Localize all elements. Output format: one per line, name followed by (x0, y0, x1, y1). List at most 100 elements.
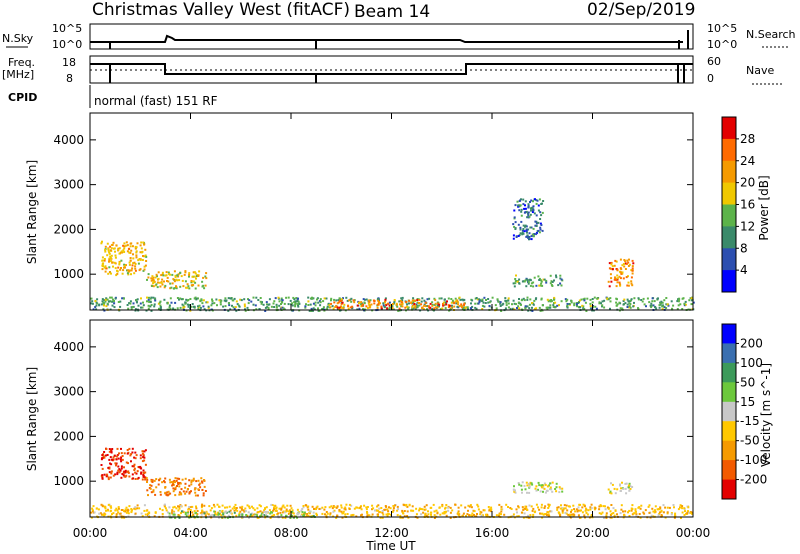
range-cell (523, 299, 526, 302)
range-cell (268, 298, 271, 301)
range-cell (161, 283, 164, 286)
range-cell (658, 304, 661, 307)
range-cell (228, 304, 231, 307)
range-cell (611, 265, 614, 268)
range-cell (119, 458, 122, 461)
range-cell (90, 516, 93, 519)
range-cell (371, 504, 374, 507)
range-cell (103, 259, 106, 262)
range-cell (641, 300, 644, 303)
range-cell (188, 287, 191, 290)
range-cell (622, 487, 625, 490)
range-cell (109, 296, 112, 299)
range-cell (416, 301, 419, 304)
range-cell (184, 486, 187, 489)
range-cell (630, 509, 633, 512)
range-cell (559, 277, 562, 280)
range-cell (378, 301, 380, 303)
range-cell (106, 454, 109, 456)
range-cell (325, 297, 328, 300)
range-cell (159, 300, 162, 303)
range-cell (128, 261, 131, 264)
range-cell (386, 514, 389, 517)
range-cell (684, 300, 687, 303)
range-cell (329, 513, 332, 516)
range-cell (400, 301, 403, 303)
range-cell (535, 233, 538, 236)
range-cell (660, 300, 663, 303)
range-cell (235, 508, 237, 511)
range-cell (523, 211, 526, 214)
range-cell (561, 490, 564, 493)
range-cell (412, 301, 415, 304)
range-cell (527, 214, 530, 217)
range-cell (203, 308, 206, 311)
range-cell (257, 516, 260, 519)
range-cell (481, 298, 484, 301)
range-cell (222, 305, 225, 308)
range-cell (146, 278, 148, 281)
range-cell (239, 506, 242, 509)
range-cell (511, 307, 514, 310)
range-cell (652, 304, 655, 307)
range-cell (463, 302, 466, 305)
range-cell (356, 308, 359, 311)
range-cell (516, 200, 519, 203)
range-cell (184, 301, 187, 304)
range-cell (549, 482, 552, 485)
range-cell (376, 513, 379, 516)
range-cell (425, 514, 428, 517)
colorbar-tick-label: 12 (740, 219, 755, 233)
range-cell (113, 300, 115, 302)
range-cell (504, 299, 507, 302)
range-cell (144, 463, 147, 466)
range-cell (193, 305, 196, 308)
range-cell (497, 300, 500, 303)
range-cell (589, 307, 592, 310)
range-cell (118, 471, 121, 474)
range-cell (520, 208, 523, 211)
range-cell (234, 503, 237, 506)
velocity-scatter (90, 447, 694, 519)
range-cell (530, 199, 533, 202)
range-cell (307, 505, 310, 508)
range-cell (340, 504, 343, 507)
x-tick-label: 16:00 (475, 526, 510, 540)
range-cell (523, 280, 526, 283)
cpid-label: CPID (8, 91, 37, 104)
range-cell (450, 301, 453, 304)
colorbar-swatch (722, 362, 736, 383)
range-cell (270, 503, 273, 506)
range-cell (131, 447, 134, 450)
range-cell (260, 302, 263, 305)
range-cell (141, 306, 144, 309)
range-cell (182, 490, 185, 493)
range-cell (135, 256, 138, 259)
range-cell (228, 505, 231, 508)
range-cell (526, 234, 529, 237)
range-cell (412, 307, 415, 310)
range-cell (296, 299, 299, 301)
range-cell (179, 285, 182, 288)
range-cell (549, 282, 552, 285)
range-cell (174, 301, 177, 304)
range-cell (541, 211, 544, 214)
range-cell (119, 469, 122, 472)
range-cell (504, 307, 507, 310)
range-cell (413, 299, 416, 302)
range-cell (263, 509, 266, 512)
range-cell (172, 506, 175, 509)
range-cell (537, 209, 540, 212)
range-cell (514, 204, 517, 207)
range-cell (143, 268, 146, 271)
range-cell (186, 303, 189, 306)
range-cell (199, 299, 202, 302)
range-cell (460, 305, 463, 308)
range-cell (331, 305, 334, 308)
range-cell (637, 298, 640, 301)
range-cell (687, 510, 689, 513)
range-cell (687, 511, 690, 514)
range-cell (487, 506, 490, 508)
range-cell (512, 515, 515, 518)
